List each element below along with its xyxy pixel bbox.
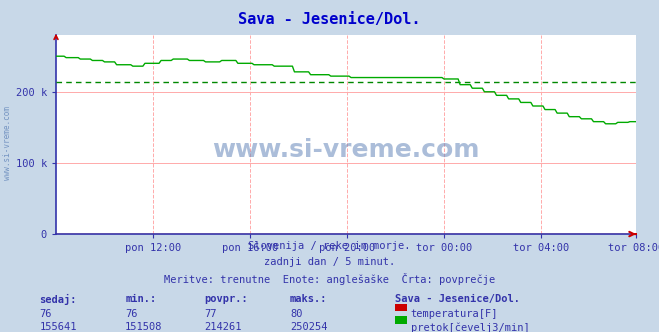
- Text: Slovenija / reke in morje.: Slovenija / reke in morje.: [248, 241, 411, 251]
- Text: 80: 80: [290, 309, 302, 319]
- Text: Meritve: trenutne  Enote: anglešaške  Črta: povprečje: Meritve: trenutne Enote: anglešaške Črta…: [164, 273, 495, 285]
- Text: 155641: 155641: [40, 322, 77, 332]
- Text: 214261: 214261: [204, 322, 242, 332]
- Text: 151508: 151508: [125, 322, 163, 332]
- Text: povpr.:: povpr.:: [204, 294, 248, 304]
- Text: min.:: min.:: [125, 294, 156, 304]
- Text: www.si-vreme.com: www.si-vreme.com: [212, 138, 480, 162]
- Text: 77: 77: [204, 309, 217, 319]
- Text: 76: 76: [40, 309, 52, 319]
- Text: sedaj:: sedaj:: [40, 294, 77, 305]
- Text: Sava - Jesenice/Dol.: Sava - Jesenice/Dol.: [395, 294, 521, 304]
- Text: 76: 76: [125, 309, 138, 319]
- Text: temperatura[F]: temperatura[F]: [411, 309, 498, 319]
- Text: maks.:: maks.:: [290, 294, 328, 304]
- Text: Sava - Jesenice/Dol.: Sava - Jesenice/Dol.: [239, 12, 420, 27]
- Text: www.si-vreme.com: www.si-vreme.com: [3, 106, 13, 180]
- Text: pretok[čevelj3/min]: pretok[čevelj3/min]: [411, 322, 529, 332]
- Text: zadnji dan / 5 minut.: zadnji dan / 5 minut.: [264, 257, 395, 267]
- Text: 250254: 250254: [290, 322, 328, 332]
